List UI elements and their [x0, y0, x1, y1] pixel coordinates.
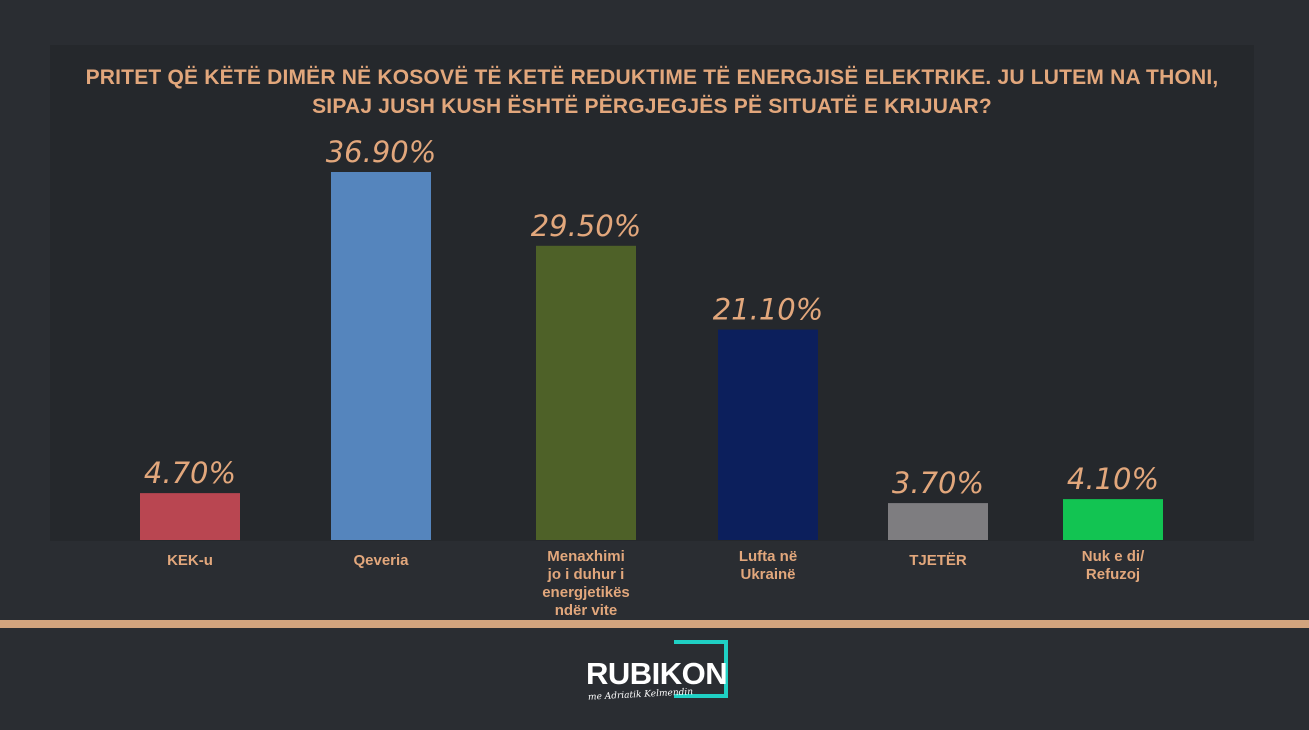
bar-4 — [718, 329, 818, 540]
chart-title: PRITET QË KËTË DIMËR NË KOSOVË TË KETË R… — [50, 63, 1254, 121]
value-label-6: 4.10% — [1067, 462, 1159, 496]
chart-title-line-1: PRITET QË KËTË DIMËR NË KOSOVË TË KETË R… — [85, 66, 1219, 89]
value-label-5: 3.70% — [892, 466, 984, 500]
category-label-line: Menaxhimi — [547, 548, 625, 565]
chart-title-line-2: SIPAJ JUSH KUSH ËSHTË PËRGJEGJËS PË SITU… — [312, 95, 992, 118]
category-label-line: ndër vite — [555, 602, 618, 619]
bar-3 — [536, 245, 636, 541]
value-label-1: 4.70% — [144, 456, 236, 490]
category-label-6: Nuk e di/Refuzoj — [1082, 548, 1145, 583]
bar-5 — [888, 503, 988, 540]
category-label-5: TJETËR — [909, 552, 967, 569]
category-label-2: Qeveria — [353, 552, 409, 569]
chart-panel — [50, 45, 1254, 541]
bar-2 — [331, 172, 431, 540]
category-label-line: energjetikës — [542, 584, 630, 601]
category-label-line: Refuzoj — [1086, 566, 1140, 583]
value-label-3: 29.50% — [531, 209, 642, 243]
logo-text: RUBIKON — [586, 656, 728, 691]
category-label-line: Ukrainë — [740, 566, 795, 583]
category-label-line: KEK-u — [167, 552, 213, 569]
divider-line — [0, 620, 1309, 628]
bar-6 — [1063, 499, 1163, 540]
bar-chart: 4.70% KEK-u 36.90% Qeveria 29.50% Menaxhimi jo… — [140, 135, 1163, 619]
value-label-4: 21.10% — [713, 293, 824, 327]
category-label-4: Lufta në Ukrainë — [739, 548, 797, 583]
category-label-line: Nuk e di/ — [1082, 548, 1145, 565]
bar-1 — [140, 493, 240, 540]
value-label-2: 36.90% — [326, 135, 437, 169]
category-label-line: Qeveria — [353, 552, 409, 569]
category-label-line: Lufta në — [739, 548, 797, 565]
category-label-line: jo i duhur i — [547, 566, 625, 583]
rubikon-logo: RUBIKON me Adriatik Kelmendin — [584, 640, 734, 704]
category-label-1: KEK-u — [167, 552, 213, 569]
category-label-line: TJETËR — [909, 552, 967, 569]
logo-frame-shape — [674, 640, 728, 698]
category-label-3: Menaxhimi jo i duhur i energjetikës ndër vi… — [542, 548, 630, 619]
